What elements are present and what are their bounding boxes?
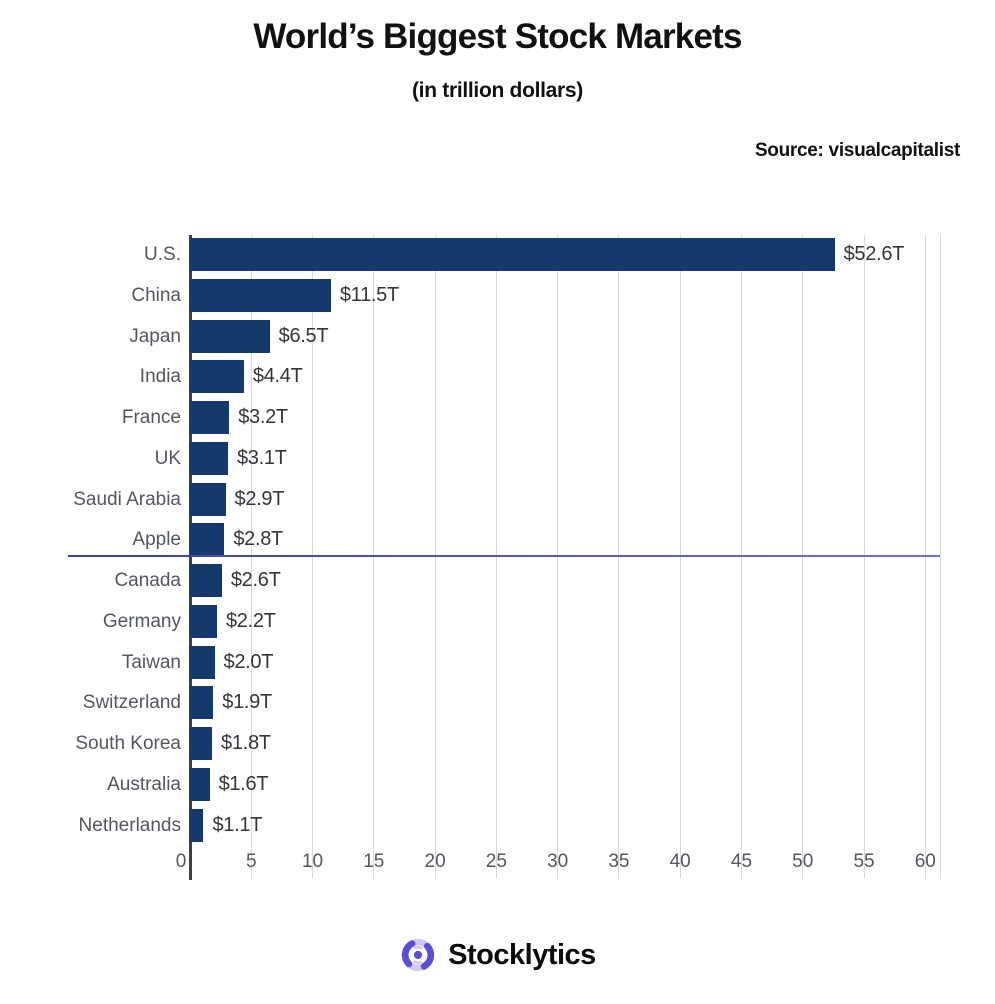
- category-label: Taiwan: [121, 651, 181, 673]
- x-tick-label: 50: [792, 851, 814, 872]
- category-label: South Korea: [75, 733, 181, 754]
- category-label: Netherlands: [78, 814, 181, 836]
- category-label: Apple: [132, 529, 181, 551]
- bar: [190, 360, 244, 394]
- x-tick-label: 10: [301, 851, 324, 872]
- category-label: China: [131, 284, 181, 306]
- value-label: $11.5T: [339, 283, 399, 306]
- value-label: $2.6T: [230, 569, 281, 591]
- bar: [190, 727, 213, 760]
- x-tick-label: 0: [175, 851, 187, 872]
- bar-chart: 0 5 10 15 20 25 30 35 40 45 50 55 60 U.S. $52.6T China $…: [0, 234, 995, 894]
- bar: [190, 319, 270, 353]
- category-label: France: [121, 407, 181, 428]
- chart-title: World’s Biggest Stock Markets: [253, 17, 742, 56]
- category-label: Australia: [107, 773, 181, 795]
- value-label: $2.0T: [223, 650, 274, 673]
- bar: [190, 604, 217, 638]
- value-label: $2.2T: [225, 609, 276, 632]
- horizontal-annotation-line: [68, 555, 940, 557]
- value-label: $6.5T: [278, 324, 329, 347]
- bar: [190, 564, 222, 597]
- x-tick-label: 5: [245, 851, 257, 872]
- x-tick-label: 25: [485, 851, 507, 872]
- category-label: Japan: [129, 325, 181, 347]
- bar: [190, 686, 214, 720]
- category-label: Canada: [114, 570, 181, 591]
- value-label: $1.1T: [212, 813, 263, 836]
- brand-name: Stocklytics: [448, 938, 596, 971]
- category-label: U.S.: [144, 244, 181, 265]
- brand-footer: Stocklytics: [0, 936, 995, 974]
- stocklytics-logo-icon: [399, 936, 437, 974]
- value-label: $2.8T: [233, 528, 283, 551]
- x-tick-label: 55: [853, 851, 875, 872]
- category-label: India: [139, 366, 181, 388]
- value-label: $3.1T: [236, 446, 287, 469]
- bar: [190, 523, 225, 557]
- x-tick-label: 35: [608, 851, 630, 872]
- x-tick-label: 20: [424, 851, 446, 872]
- bar: [190, 482, 226, 516]
- category-label: Switzerland: [82, 692, 181, 714]
- bar: [190, 278, 331, 312]
- x-tick-label: 45: [730, 851, 753, 872]
- bar: [190, 441, 228, 475]
- bar: [190, 808, 204, 842]
- value-label: $2.9T: [234, 487, 285, 510]
- bar: [190, 401, 230, 434]
- x-tick-label: 40: [669, 851, 691, 872]
- bar: [190, 767, 210, 801]
- value-label: $1.6T: [218, 772, 269, 795]
- x-tick-label: 60: [914, 851, 936, 872]
- value-label: $4.4T: [252, 365, 303, 388]
- category-label: Germany: [102, 610, 181, 632]
- value-label: $52.6T: [843, 243, 905, 265]
- x-tick-label: 30: [547, 851, 569, 872]
- value-label: $3.2T: [238, 406, 288, 428]
- bar: [190, 238, 835, 271]
- value-label: $1.8T: [221, 732, 271, 754]
- gridline-right-edge: [940, 235, 941, 878]
- x-tick-label: 15: [363, 851, 385, 872]
- category-label: Saudi Arabia: [73, 488, 181, 510]
- y-axis-line: [189, 235, 192, 880]
- bar: [190, 645, 215, 679]
- value-label: $1.9T: [222, 691, 272, 714]
- category-label: UK: [154, 447, 181, 469]
- chart-subtitle: (in trillion dollars): [411, 79, 584, 102]
- source-credit: Source: visualcapitalist: [754, 140, 960, 161]
